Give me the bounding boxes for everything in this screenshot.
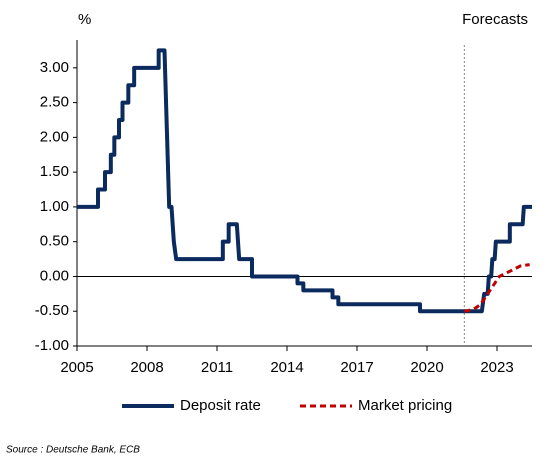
y-tick-label: 1.00	[40, 198, 69, 215]
source: Source : Deutsche Bank, ECB	[6, 445, 140, 456]
y-tick-label: 0.50	[40, 233, 69, 250]
annotation: Forecasts	[462, 11, 528, 28]
legend-label: Market pricing	[358, 397, 452, 414]
y-tick-label: 2.50	[40, 94, 69, 111]
y-tick-label: 1.50	[40, 163, 69, 180]
x-tick-label: 2023	[480, 359, 513, 376]
x-tick-label: 2011	[201, 359, 233, 376]
y-tick-label: 3.00	[40, 59, 69, 76]
y-tick-label: 0.00	[40, 267, 69, 284]
x-tick-label: 2008	[130, 359, 163, 376]
y-tick-label: -1.00	[35, 337, 69, 354]
x-tick-label: 2020	[410, 359, 443, 376]
y-tick-label: 2.00	[40, 128, 69, 145]
series-line	[464, 263, 530, 313]
series-line	[77, 48, 532, 314]
x-tick-label: 2014	[270, 359, 303, 376]
x-tick-label: 2017	[340, 359, 373, 376]
y-tick-label: -0.50	[35, 302, 69, 319]
y-axis-label: %	[78, 11, 91, 28]
x-tick-label: 2005	[60, 359, 93, 376]
legend-label: Deposit rate	[180, 397, 261, 414]
